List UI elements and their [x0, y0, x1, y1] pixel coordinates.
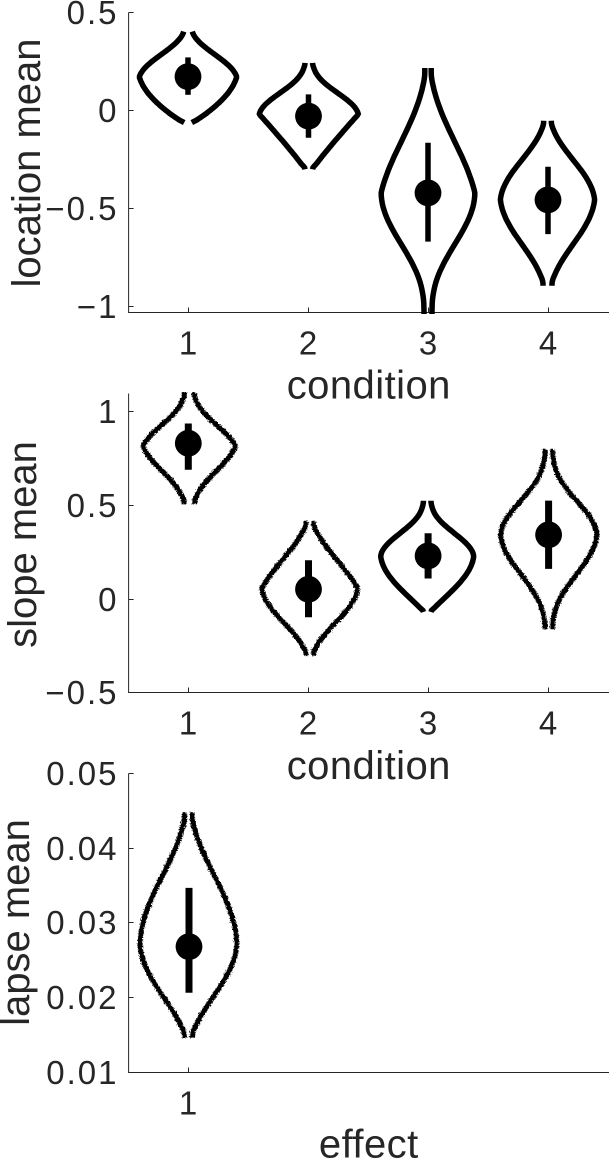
svg-text:−1: −1 — [77, 288, 119, 325]
svg-text:lapse mean: lapse mean — [0, 819, 38, 1026]
svg-text:1: 1 — [179, 705, 197, 742]
svg-text:0.02: 0.02 — [46, 979, 118, 1016]
svg-text:0.03: 0.03 — [46, 904, 118, 941]
svg-text:4: 4 — [539, 705, 557, 742]
svg-text:1: 1 — [179, 325, 197, 362]
svg-text:1: 1 — [98, 393, 118, 430]
svg-text:0: 0 — [98, 92, 118, 129]
svg-text:0.5: 0.5 — [67, 0, 119, 31]
svg-text:0.01: 0.01 — [46, 1054, 118, 1091]
svg-text:0: 0 — [98, 581, 118, 618]
svg-text:slope mean: slope mean — [1, 441, 45, 648]
svg-text:condition: condition — [287, 363, 451, 407]
svg-text:0.05: 0.05 — [46, 755, 118, 792]
svg-text:effect: effect — [319, 1123, 419, 1159]
svg-text:2: 2 — [299, 705, 317, 742]
svg-text:condition: condition — [287, 744, 451, 788]
svg-text:4: 4 — [539, 325, 557, 362]
svg-text:1: 1 — [179, 1085, 197, 1122]
svg-text:3: 3 — [419, 325, 437, 362]
svg-text:0.04: 0.04 — [46, 830, 118, 867]
svg-text:2: 2 — [299, 325, 317, 362]
svg-text:−0.5: −0.5 — [45, 674, 118, 711]
svg-text:3: 3 — [419, 705, 437, 742]
svg-text:0.5: 0.5 — [67, 487, 119, 524]
svg-text:location mean: location mean — [5, 38, 49, 287]
svg-text:−0.5: −0.5 — [45, 190, 118, 227]
